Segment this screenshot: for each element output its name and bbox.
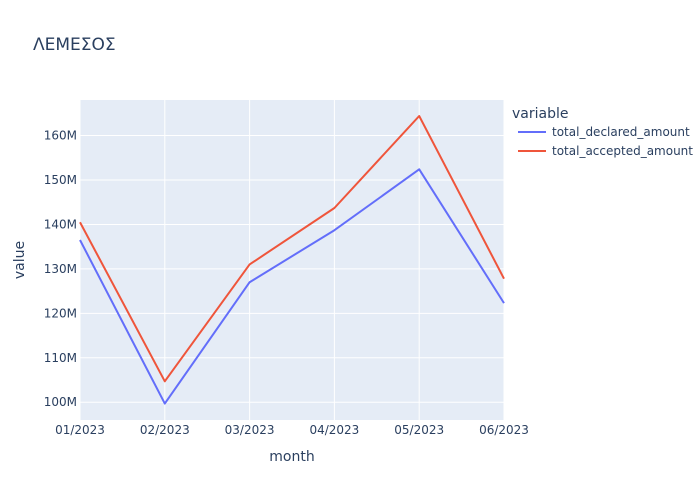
plot-background: [80, 100, 504, 420]
chart-title: ΛΕΜΕΣΟΣ: [33, 35, 116, 55]
x-axis-ticks: 01/2023 02/2023 03/2023 04/2023 05/2023 06/20…: [55, 423, 529, 437]
x-tick-label: 03/2023: [225, 423, 275, 437]
gridlines: [79, 100, 505, 420]
y-tick-label: 130M: [44, 262, 77, 276]
series-line-total-declared-amount: [79, 168, 505, 405]
legend-title: variable: [512, 106, 568, 122]
x-tick-label: 01/2023: [55, 423, 105, 437]
y-tick-label: 120M: [44, 306, 77, 320]
y-tick-label: 110M: [44, 351, 77, 365]
x-tick-label: 06/2023: [479, 423, 529, 437]
y-tick-label: 160M: [44, 129, 77, 143]
legend-item-label: total_declared_amount: [552, 125, 690, 139]
x-tick-label: 02/2023: [140, 423, 190, 437]
x-axis-title: month: [269, 449, 314, 465]
y-tick-label: 140M: [44, 217, 77, 231]
y-tick-label: 150M: [44, 173, 77, 187]
y-axis-title: value: [12, 241, 28, 279]
x-tick-label: 05/2023: [394, 423, 444, 437]
legend: variable total_declared_amount total_acce…: [512, 106, 693, 158]
series-line-total-accepted-amount: [79, 115, 505, 383]
y-axis-ticks: 100M 110M 120M 130M 140M 150M 160M: [44, 129, 77, 410]
y-tick-label: 100M: [44, 395, 77, 409]
legend-item-label: total_accepted_amount: [552, 144, 693, 158]
series-lines: [79, 115, 505, 405]
x-tick-label: 04/2023: [309, 423, 359, 437]
